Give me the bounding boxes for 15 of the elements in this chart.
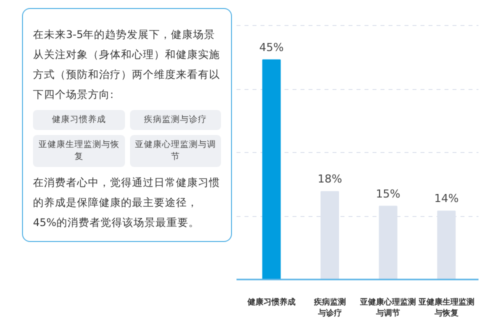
text: 疾病监测与诊疗 xyxy=(130,110,221,130)
text: 在未来3-5年的趋势发展下，健康场景从关注对象（身体和心理）和健康实施方式（预防和治疗）两个维度来看有以下四个场景方向: xyxy=(33,28,221,103)
x-tick-label: 疾病监测与诊疗 xyxy=(312,298,346,318)
x-tick-label: 健康习惯养成 xyxy=(246,296,296,306)
x-tick-label: 亚健康心理监测与调节 xyxy=(359,296,416,318)
bar xyxy=(262,59,281,280)
data-label: 18% xyxy=(318,172,342,186)
text: 亚健康生理监测与恢复 xyxy=(33,135,124,168)
x-tick-label: 亚健康生理监测与恢复 xyxy=(417,296,474,318)
text: 健康习惯养成 xyxy=(33,110,124,130)
data-label: 45% xyxy=(259,40,284,54)
data-label: 15% xyxy=(376,187,400,200)
text: 在消费者心中，觉得通过日常健康习惯的养成是保障健康的最主要途径，45%的消费者觉得该场景最重要。 xyxy=(33,176,221,232)
text: 亚健康心理监测与调节 xyxy=(130,135,221,168)
data-label: 14% xyxy=(434,192,459,206)
